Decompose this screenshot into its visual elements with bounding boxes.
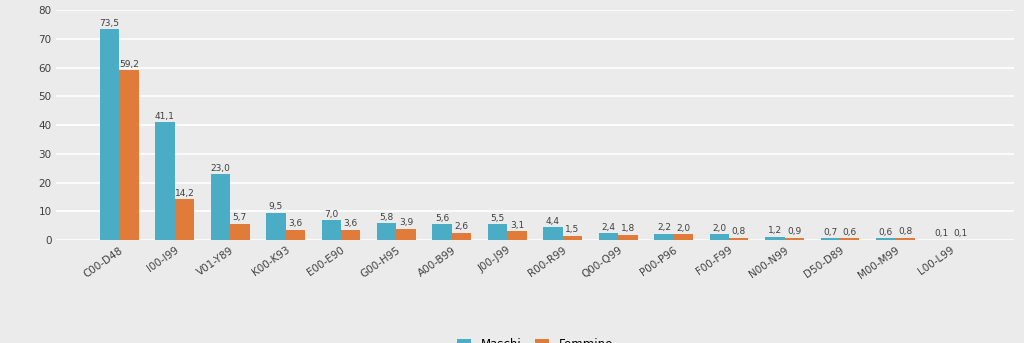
Text: 0,1: 0,1 [953,229,968,238]
Legend: Maschi, Femmine: Maschi, Femmine [452,333,618,343]
Text: 7,0: 7,0 [325,210,338,218]
Bar [211,174,230,240]
Bar [674,234,693,240]
Bar [544,227,563,240]
Bar [765,237,784,240]
Bar [322,220,341,240]
Text: 0,6: 0,6 [843,228,857,237]
Text: 3,6: 3,6 [344,219,357,228]
Bar [876,238,895,240]
Bar [487,224,507,240]
Text: 0,6: 0,6 [879,228,893,237]
Text: 4,4: 4,4 [546,217,560,226]
Bar [710,234,729,240]
Text: 5,7: 5,7 [232,213,247,222]
Text: 5,5: 5,5 [490,214,505,223]
Bar [729,238,749,240]
Bar [820,238,840,240]
Bar [599,233,618,240]
Text: 2,0: 2,0 [676,224,690,233]
Bar [563,236,583,240]
Bar [119,70,138,240]
Bar [396,229,416,240]
Text: 1,2: 1,2 [768,226,782,235]
Text: 23,0: 23,0 [211,164,230,173]
Text: 2,0: 2,0 [713,224,726,233]
Bar [432,224,452,240]
Text: 2,4: 2,4 [601,223,615,232]
Bar [784,237,804,240]
Text: 59,2: 59,2 [119,60,139,69]
Text: 2,2: 2,2 [657,223,671,232]
Bar [377,223,396,240]
Bar [230,224,250,240]
Text: 0,8: 0,8 [898,227,912,236]
Bar [286,230,305,240]
Bar [895,238,914,240]
Text: 0,8: 0,8 [732,227,745,236]
Text: 41,1: 41,1 [155,111,175,121]
Text: 2,6: 2,6 [455,222,469,231]
Bar [341,230,360,240]
Text: 73,5: 73,5 [99,19,120,27]
Bar [840,238,859,240]
Bar [100,29,119,240]
Bar [156,122,175,240]
Text: 0,7: 0,7 [823,228,838,237]
Text: 14,2: 14,2 [174,189,195,198]
Text: 9,5: 9,5 [268,202,283,211]
Text: 0,9: 0,9 [787,227,802,236]
Text: 0,1: 0,1 [934,229,948,238]
Text: 3,6: 3,6 [288,219,302,228]
Bar [266,213,286,240]
Text: 3,9: 3,9 [399,218,414,227]
Text: 1,5: 1,5 [565,225,580,234]
Text: 5,8: 5,8 [380,213,394,222]
Bar [618,235,638,240]
Text: 1,8: 1,8 [621,224,635,234]
Bar [507,231,526,240]
Bar [452,233,471,240]
Text: 5,6: 5,6 [435,214,450,223]
Bar [175,199,195,240]
Text: 3,1: 3,1 [510,221,524,230]
Bar [654,234,674,240]
